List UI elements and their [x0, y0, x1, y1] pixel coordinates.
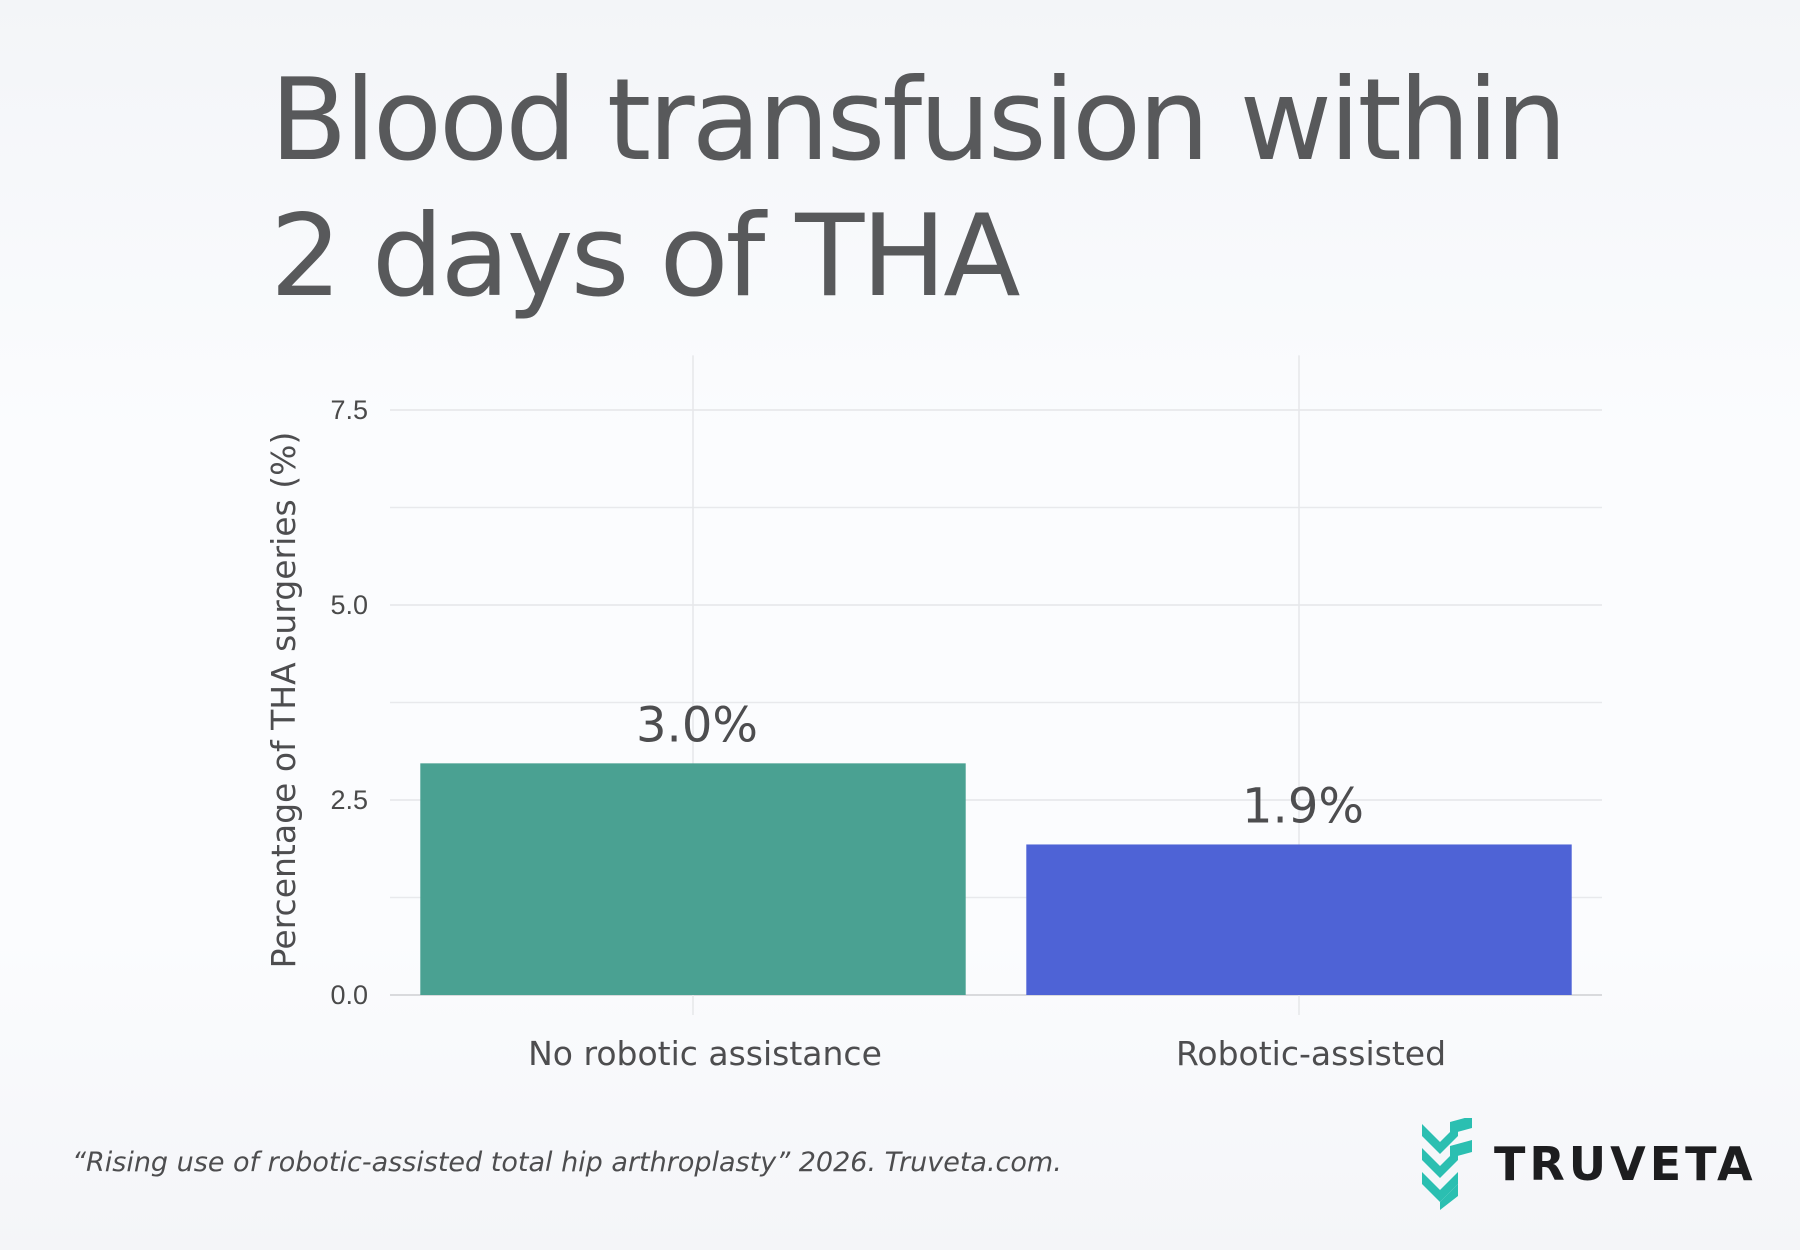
label-layer: 0.0 2.5 5.0 7.5 3.0% No robotic assistance 1.9… — [330, 395, 1446, 1073]
truveta-chevron-icon — [1422, 1118, 1472, 1210]
bar-layer — [420, 763, 1572, 995]
chart-title-line-1: Blood transfusion within — [270, 54, 1567, 186]
logo-wordmark: TRUVETA — [1494, 1137, 1757, 1191]
bar — [1026, 844, 1572, 995]
y-tick-label: 7.5 — [330, 395, 368, 425]
citation: “Rising use of robotic-assisted total hi… — [72, 1147, 1062, 1178]
bar-data-label: 1.9% — [1242, 778, 1364, 834]
x-tick-label: No robotic assistance — [528, 1034, 882, 1073]
y-tick-label: 0.0 — [330, 980, 368, 1010]
bar — [420, 763, 966, 995]
y-axis-title: Percentage of THA surgeries (%) — [264, 432, 303, 969]
truveta-logo[interactable]: TRUVETA — [1420, 1118, 1757, 1210]
y-tick-label: 5.0 — [330, 590, 368, 620]
chart-title: Blood transfusion within 2 days of THA — [270, 52, 1570, 324]
bar-data-label: 3.0% — [636, 697, 758, 753]
chart-title-line-2: 2 days of THA — [270, 190, 1021, 322]
x-tick-label: Robotic-assisted — [1176, 1034, 1446, 1073]
y-tick-label: 2.5 — [330, 785, 368, 815]
